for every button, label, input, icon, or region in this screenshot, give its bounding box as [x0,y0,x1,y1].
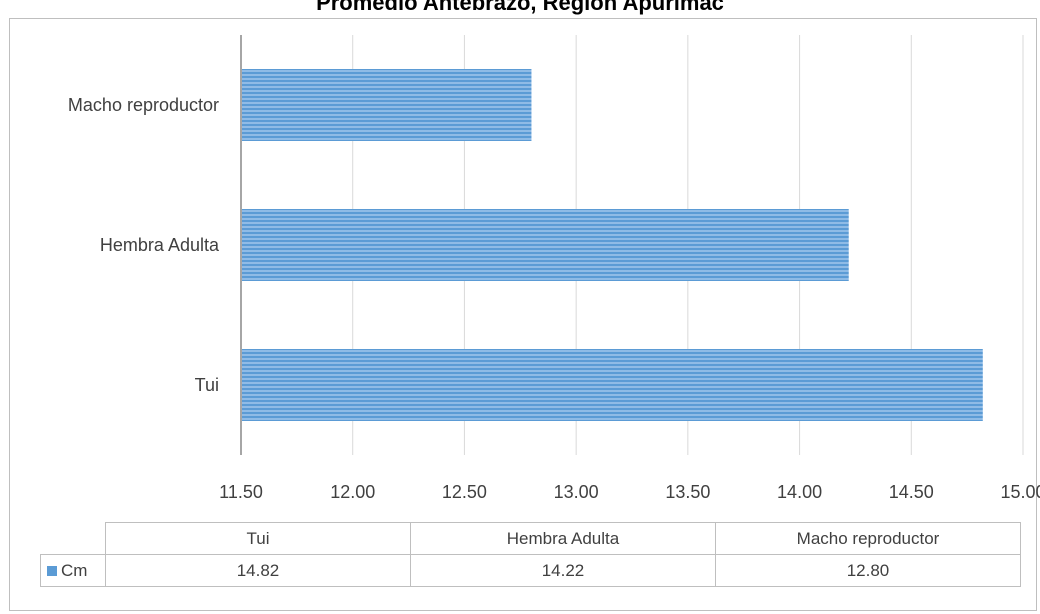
data-table-corner [40,522,106,555]
chart-frame [9,18,1037,611]
data-table-header: Tui [105,522,411,555]
x-tick-label: 13.00 [554,482,599,502]
legend-entry: Cm [40,554,106,587]
x-tick-label: 13.50 [665,482,710,502]
data-table: Tui Hembra Adulta Macho reproductor Cm 1… [40,522,1021,587]
x-tick-label: 15.00 [1000,482,1040,502]
bar [242,69,532,141]
x-tick-label: 11.50 [219,482,263,502]
data-table-cell: 12.80 [715,554,1021,587]
x-tick-label: 14.00 [777,482,822,502]
category-label: Hembra Adulta [100,235,220,255]
data-table-header-row: Tui Hembra Adulta Macho reproductor [40,522,1021,555]
data-table-cell: 14.82 [105,554,411,587]
x-tick-labels: 11.50 12.00 12.50 13.00 13.50 14.00 14.50 15.00 [219,482,1040,502]
bars [242,69,983,421]
legend-key-swatch [47,566,57,577]
legend-label: Cm [61,560,88,580]
bar [242,209,849,281]
x-tick-label: 12.50 [442,482,487,502]
data-table-header: Macho reproductor [715,522,1021,555]
category-label: Macho reproductor [68,95,219,115]
data-table-header: Hembra Adulta [410,522,716,555]
bar [242,349,983,421]
x-tick-label: 14.50 [889,482,934,502]
data-table-cell: 14.22 [410,554,716,587]
x-tick-label: 12.00 [330,482,375,502]
category-label: Tui [195,375,219,395]
category-labels: Tui Hembra Adulta Macho reproductor [68,95,220,395]
data-table-value-row: Cm 14.82 14.22 12.80 [40,554,1021,587]
chart-title: Promedio Antebrazo, Región Apurímac [316,0,724,15]
